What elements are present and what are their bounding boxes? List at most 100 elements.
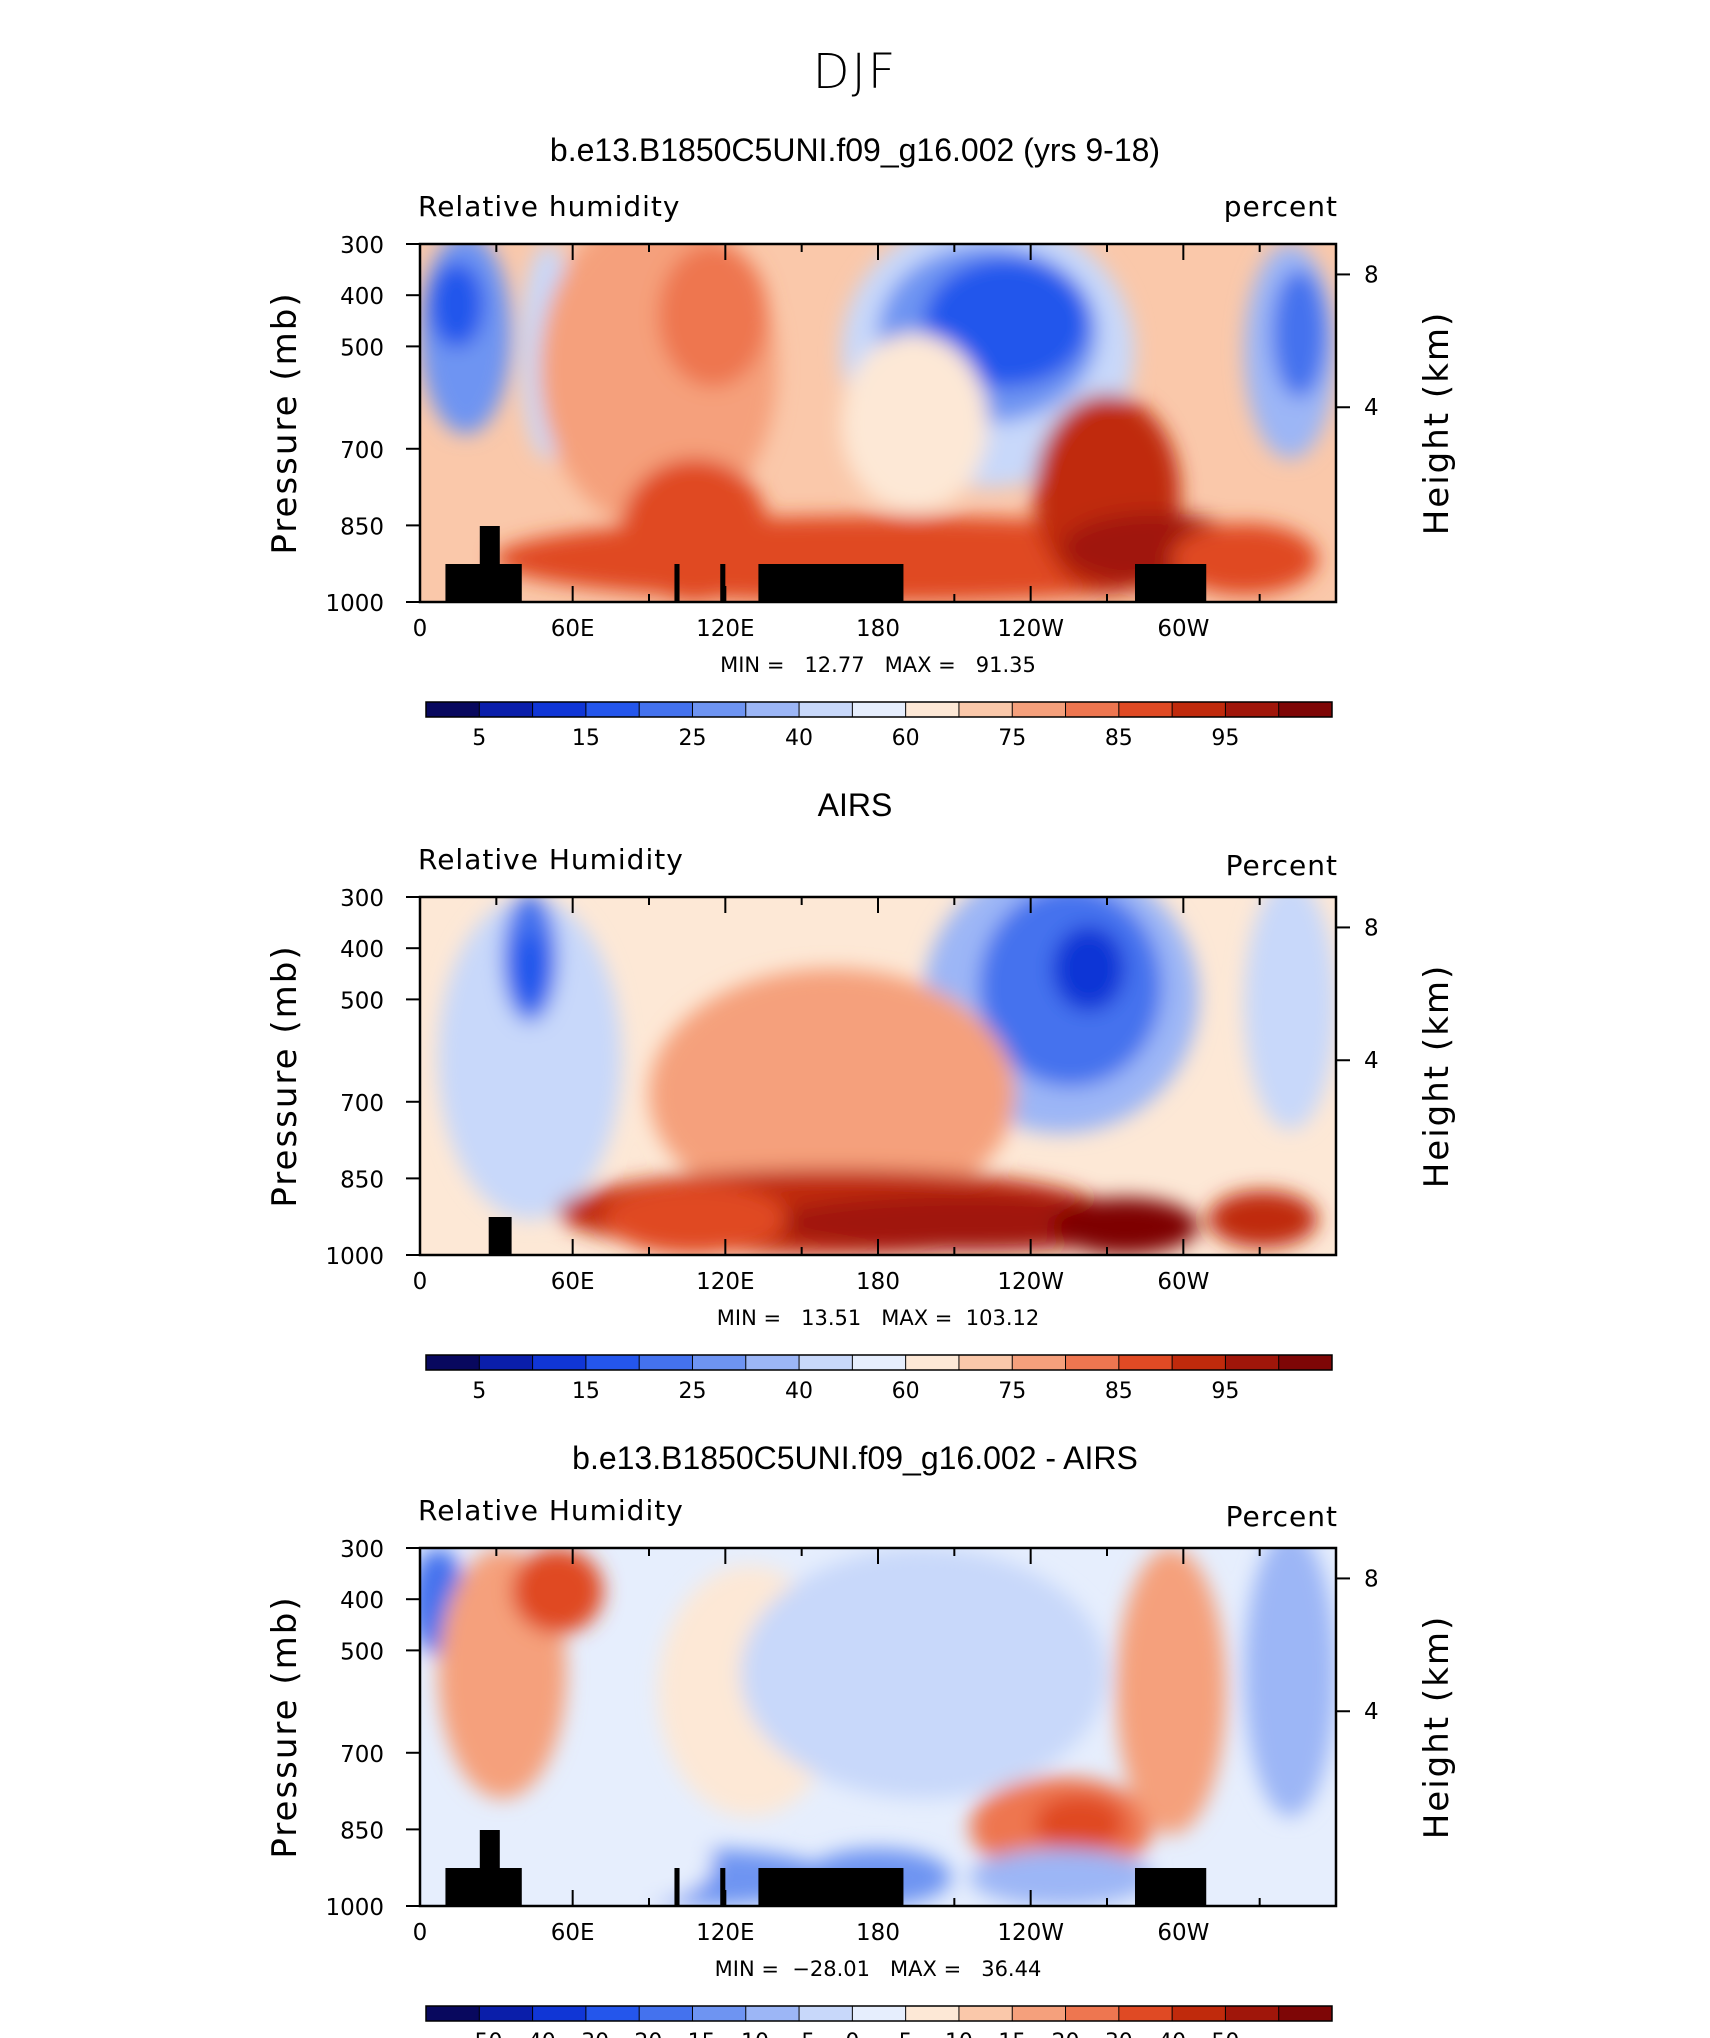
- colorbar-swatch: [692, 702, 747, 717]
- colorbar-label: −40: [509, 2030, 555, 2038]
- y2-axis-label: Height (km): [1417, 964, 1457, 1189]
- colorbar-swatch: [905, 1355, 960, 1370]
- colorbar-label: 50: [1211, 2030, 1239, 2038]
- colorbar-label: −5: [783, 2030, 815, 2038]
- x-tick-label: 60E: [551, 1920, 595, 1946]
- y-tick-label: 850: [340, 514, 384, 540]
- topography-mask: [720, 564, 726, 602]
- colorbar-swatch: [1225, 1355, 1280, 1370]
- min-max-text: MIN = 13.51 MAX = 103.12: [717, 1306, 1039, 1330]
- colorbar-label: 15: [572, 726, 600, 751]
- y-tick-label: 850: [340, 1818, 384, 1844]
- y-tick-label: 500: [340, 335, 384, 361]
- colorbar-swatch: [1225, 702, 1280, 717]
- variable-label: Relative Humidity: [418, 1494, 684, 1527]
- panel-2-title: AIRS: [817, 787, 893, 823]
- contour-region: [1207, 1190, 1318, 1248]
- units-label: percent: [1224, 190, 1338, 223]
- units-label: Percent: [1226, 1500, 1338, 1533]
- colorbar-swatch: [1172, 2006, 1226, 2021]
- colorbar-swatch: [692, 2006, 747, 2021]
- y-tick-label: 850: [340, 1167, 384, 1193]
- y2-axis-label: Height (km): [1417, 311, 1457, 536]
- x-tick-label: 60W: [1157, 1269, 1209, 1295]
- y-axis-label: Pressure (mb): [265, 1595, 305, 1858]
- colorbar-label: 5: [472, 1379, 486, 1404]
- colorbar-label: 5: [472, 726, 486, 751]
- y2-tick-label: 4: [1364, 1699, 1379, 1725]
- colorbar-label: 95: [1211, 1379, 1239, 1404]
- colorbar-swatch: [585, 1355, 640, 1370]
- contour-region: [603, 1183, 787, 1255]
- topography-mask: [758, 1868, 904, 1906]
- colorbar-swatch: [1118, 702, 1173, 717]
- colorbar-swatch: [692, 1355, 747, 1370]
- x-tick-label: 60W: [1157, 616, 1209, 642]
- y-tick-label: 700: [340, 1742, 384, 1768]
- x-tick-label: 0: [413, 1920, 428, 1946]
- x-tick-label: 120E: [696, 1269, 754, 1295]
- topography-mask: [1134, 1868, 1207, 1906]
- colorbar-swatch: [532, 2006, 587, 2021]
- y-tick-label: 400: [340, 284, 384, 310]
- colorbar-label: 5: [899, 2030, 913, 2038]
- topography-mask: [758, 564, 904, 602]
- y-tick-label: 300: [340, 1537, 384, 1563]
- y-tick-label: 1000: [325, 591, 384, 617]
- x-tick-label: 120W: [997, 616, 1064, 642]
- colorbar-swatch: [745, 702, 800, 717]
- variable-label: Relative humidity: [418, 190, 680, 223]
- y2-tick-label: 8: [1364, 1566, 1379, 1592]
- colorbar-label: 10: [945, 2030, 973, 2038]
- colorbar-swatch: [852, 1355, 907, 1370]
- y2-tick-label: 4: [1364, 395, 1379, 421]
- y-tick-label: 300: [340, 886, 384, 912]
- colorbar-label: −10: [723, 2030, 769, 2038]
- contour-region: [923, 258, 1089, 388]
- contour-region: [529, 1820, 714, 1906]
- y-tick-label: 700: [340, 1091, 384, 1117]
- colorbar-label: 75: [998, 726, 1026, 751]
- y2-tick-label: 8: [1364, 915, 1379, 941]
- colorbar-swatch: [799, 702, 853, 717]
- colorbar-swatch: [479, 702, 534, 717]
- figure-title: DJF: [812, 44, 898, 100]
- colorbar-label: −50: [456, 2030, 502, 2038]
- contour-region: [1052, 1197, 1199, 1255]
- colorbar-label: 85: [1105, 1379, 1133, 1404]
- colorbar-swatch: [745, 2006, 800, 2021]
- colorbar-frame: [425, 2005, 1333, 2022]
- colorbar-label: −15: [669, 2030, 715, 2038]
- y-tick-label: 1000: [325, 1895, 384, 1921]
- colorbar-label: 15: [998, 2030, 1026, 2038]
- topography-mask: [445, 1868, 522, 1906]
- contour-field: [420, 897, 1336, 1255]
- panel-2: 0 60E 120E 180 120W 60W 300 400 500 700 850 1000 8 4 P…: [265, 843, 1457, 1404]
- colorbar-label: 40: [785, 1379, 813, 1404]
- x-tick-label: 120W: [997, 1269, 1064, 1295]
- colorbar-swatch: [479, 1355, 534, 1370]
- contour-region: [429, 261, 485, 348]
- colorbar-swatch: [1012, 1355, 1067, 1370]
- colorbar-swatch: [1278, 2006, 1333, 2021]
- colorbar-label: 25: [678, 1379, 706, 1404]
- contour-region: [658, 244, 769, 388]
- colorbar-swatch: [532, 1355, 587, 1370]
- topography-mask: [1134, 564, 1207, 602]
- colorbar-label: 60: [892, 1379, 920, 1404]
- colorbar-swatch: [639, 2006, 693, 2021]
- colorbar: −50−40−30−20−15−10−505101520304050: [425, 2005, 1333, 2038]
- colorbar-frame: [425, 1354, 1333, 1371]
- x-tick-label: 180: [856, 1920, 900, 1946]
- colorbar-swatch: [958, 1355, 1013, 1370]
- y2-tick-label: 4: [1364, 1048, 1379, 1074]
- contour-region: [740, 1548, 1107, 1799]
- colorbar-label: 0: [845, 2030, 859, 2038]
- min-max-text: MIN = −28.01 MAX = 36.44: [715, 1957, 1042, 1981]
- colorbar-swatch: [852, 2006, 907, 2021]
- y-tick-label: 400: [340, 1588, 384, 1614]
- panel-3-title: b.e13.B1850C5UNI.f09_g16.002 - AIRS: [572, 1440, 1138, 1476]
- x-tick-label: 60E: [551, 616, 595, 642]
- colorbar-swatch: [585, 2006, 640, 2021]
- colorbar-label: 20: [1052, 2030, 1080, 2038]
